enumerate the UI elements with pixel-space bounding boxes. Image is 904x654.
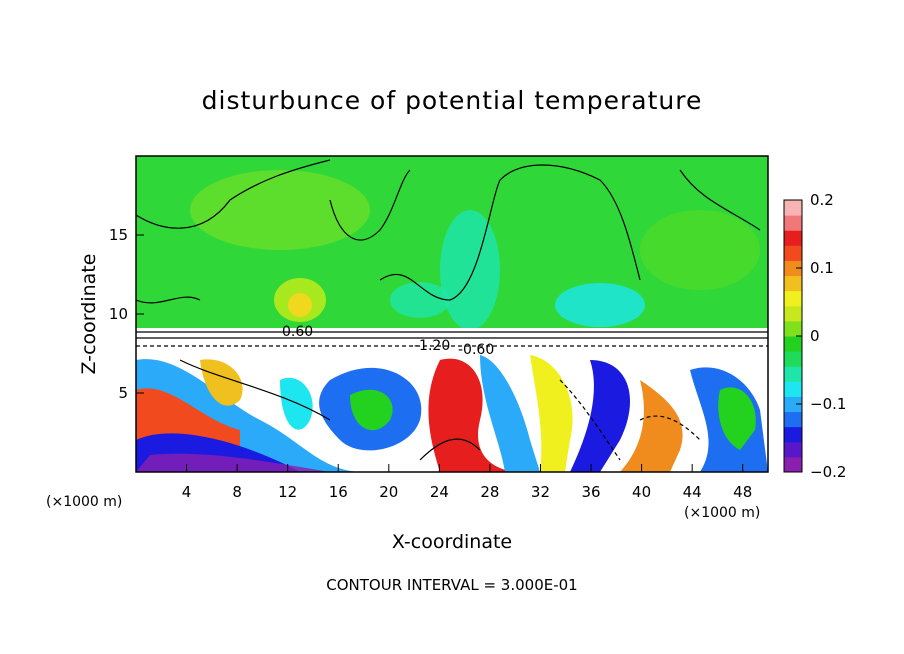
colorbar-swatch xyxy=(784,320,802,337)
colorbar-swatch xyxy=(784,215,802,231)
lower-blob xyxy=(718,387,756,450)
contour-label: 0.60 xyxy=(282,324,313,340)
colorbar-swatch xyxy=(784,305,802,322)
warm-patch-core xyxy=(288,293,312,317)
colorbar-swatch xyxy=(784,275,802,292)
lower-blob xyxy=(620,380,683,472)
chart-title: disturbunce of potential temperature xyxy=(201,86,703,115)
colorbar-swatch xyxy=(784,396,802,413)
x-tick-label: 16 xyxy=(329,483,348,501)
x-tick-label: 12 xyxy=(278,483,297,501)
colorbar-swatch xyxy=(784,381,802,397)
cool-patch-2 xyxy=(555,283,645,327)
y-tick-label: 15 xyxy=(109,226,128,244)
x-tick-label: 40 xyxy=(632,483,651,501)
lower-blob xyxy=(200,359,243,406)
colorbar-ticks: 0.2 0.1 0 −0.1 −0.2 xyxy=(796,191,846,481)
x-tick-label: 44 xyxy=(683,483,702,501)
y-tick-label: 10 xyxy=(109,305,128,323)
colorbar-swatch xyxy=(784,230,802,246)
lower-blob xyxy=(428,358,520,472)
x-tick-label: 4 xyxy=(182,483,192,501)
colorbar-swatch xyxy=(784,351,802,367)
colorbar-swatch xyxy=(784,336,802,352)
colorbar-tick-label: 0.2 xyxy=(810,191,834,209)
colorbar-tick-label: −0.2 xyxy=(810,463,846,481)
warm-patch-3 xyxy=(640,210,760,290)
colorbar-tick-label: 0.1 xyxy=(810,259,834,277)
colorbar xyxy=(784,200,802,473)
colorbar-swatch xyxy=(784,456,802,473)
x-tick-label: 28 xyxy=(480,483,499,501)
contour-label: -1.20 xyxy=(414,338,450,354)
lower-blob xyxy=(480,355,540,472)
x-tick-label: 20 xyxy=(379,483,398,501)
contour-interval-note: CONTOUR INTERVAL = 3.000E-01 xyxy=(326,576,578,594)
x-tick-label: 36 xyxy=(581,483,600,501)
colorbar-swatch xyxy=(784,290,802,307)
y-axis-ticks: 5 10 15 xyxy=(109,226,144,402)
colorbar-swatch xyxy=(784,366,802,382)
lower-blob xyxy=(570,360,630,472)
lower-blob xyxy=(136,453,330,472)
colorbar-swatch xyxy=(784,245,802,261)
lower-blob xyxy=(350,389,393,431)
y-tick-label: 5 xyxy=(118,384,128,402)
x-tick-label: 48 xyxy=(733,483,752,501)
colorbar-swatch xyxy=(784,200,802,216)
y-axis-label: Z-coordinate xyxy=(78,254,100,375)
x-unit-right: (×1000 m) xyxy=(684,505,760,521)
x-axis-label: X-coordinate xyxy=(392,531,512,553)
cool-patch xyxy=(440,210,500,330)
x-axis-ticks: 4 8 12 16 20 24 28 32 36 40 44 48 xyxy=(182,464,752,501)
colorbar-tick-label: 0 xyxy=(810,327,820,345)
colorbar-swatch xyxy=(784,441,802,458)
inversion-band xyxy=(136,328,768,350)
colorbar-swatch xyxy=(784,260,802,277)
plot-field xyxy=(136,156,768,472)
colorbar-tick-label: −0.1 xyxy=(810,395,846,413)
lower-blob xyxy=(530,355,573,472)
contour-lines xyxy=(136,159,768,461)
x-tick-label: 32 xyxy=(531,483,550,501)
lower-blob xyxy=(280,377,313,430)
x-tick-label: 8 xyxy=(232,483,242,501)
contour-label: -0.60 xyxy=(458,342,494,358)
colorbar-swatch xyxy=(784,426,802,443)
x-unit-left: (×1000 m) xyxy=(46,494,122,510)
cool-patch-3 xyxy=(390,282,450,318)
x-tick-label: 24 xyxy=(430,483,449,501)
colorbar-swatch xyxy=(784,411,802,428)
warm-patch-2 xyxy=(190,170,370,250)
